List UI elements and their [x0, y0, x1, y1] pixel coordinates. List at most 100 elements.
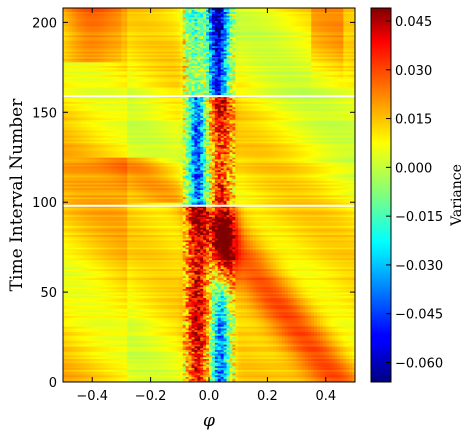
heatmap-cell	[346, 306, 350, 309]
heatmap-cell	[343, 311, 347, 315]
heatmap-cell	[211, 310, 216, 313]
heatmap-cell	[109, 326, 114, 329]
heatmap-cell	[252, 311, 257, 315]
heatmap-cell	[279, 342, 283, 345]
heatmap-cell	[282, 340, 286, 343]
heatmap-cell	[244, 356, 248, 360]
heatmap-cell	[185, 369, 189, 372]
heatmap-cell	[162, 331, 166, 334]
heatmap-cell	[74, 373, 78, 376]
heatmap-cell	[261, 344, 265, 347]
heatmap-cell	[232, 371, 236, 374]
heatmap-cell	[238, 374, 242, 378]
heatmap-cell	[141, 329, 146, 333]
heatmap-cell	[109, 319, 114, 322]
heatmap-cell	[238, 373, 242, 376]
heatmap-cell	[311, 311, 315, 315]
heatmap-cell	[168, 326, 172, 329]
heatmap-cell	[255, 331, 260, 334]
heatmap-cell	[173, 351, 178, 354]
heatmap-cell	[296, 313, 300, 316]
heatmap-cell	[100, 310, 105, 313]
heatmap-cell	[270, 344, 274, 347]
heatmap-cell	[203, 306, 207, 309]
heatmap-cell	[124, 317, 128, 320]
heatmap-cell	[194, 358, 198, 361]
heatmap-cell	[65, 329, 70, 333]
heatmap-cells	[63, 8, 355, 382]
heatmap-cell	[65, 320, 70, 324]
heatmap-cell	[261, 333, 265, 336]
heatmap-cell	[270, 324, 274, 327]
heatmap-cell	[89, 335, 93, 338]
heatmap-cell	[229, 322, 233, 325]
heatmap-cell	[352, 360, 355, 363]
heatmap-cell	[95, 353, 99, 356]
heatmap-cell	[334, 349, 338, 352]
heatmap-cell	[229, 380, 233, 382]
heatmap-cell	[299, 353, 303, 356]
heatmap-cell	[98, 319, 102, 322]
heatmap-cell	[246, 329, 251, 333]
heatmap-cell	[95, 378, 99, 381]
heatmap-cell	[168, 374, 172, 378]
heatmap-cell	[349, 337, 353, 340]
heatmap-cell	[74, 326, 78, 329]
heatmap-cell	[63, 329, 67, 333]
heatmap-cell	[232, 331, 236, 334]
heatmap-cell	[314, 320, 318, 324]
heatmap-cell	[173, 304, 178, 307]
heatmap-cell	[211, 373, 216, 376]
heatmap-cell	[74, 329, 78, 333]
heatmap-cell	[147, 344, 151, 347]
heatmap-cell	[118, 356, 122, 360]
heatmap-cell	[77, 373, 81, 376]
heatmap-cell	[214, 331, 219, 334]
heatmap-cell	[314, 378, 318, 381]
heatmap-cell	[171, 335, 175, 338]
heatmap-cell	[328, 311, 333, 315]
heatmap-cell	[270, 374, 274, 378]
heatmap-cell	[185, 306, 189, 309]
heatmap-cell	[246, 342, 251, 345]
heatmap-cell	[179, 320, 184, 324]
heatmap-cell	[276, 378, 280, 381]
heatmap-cell	[159, 310, 163, 313]
heatmap-cell	[176, 360, 181, 363]
heatmap-cell	[136, 337, 140, 340]
heatmap-cell	[284, 337, 289, 340]
heatmap-cell	[340, 362, 344, 365]
heatmap-cell	[124, 362, 128, 365]
heatmap-cell	[293, 362, 297, 365]
heatmap-cell	[98, 304, 102, 307]
heatmap-cell	[118, 335, 122, 338]
heatmap-cell	[220, 319, 224, 322]
heatmap-cell	[241, 319, 245, 322]
heatmap-cell	[98, 351, 102, 354]
heatmap-cell	[150, 351, 154, 354]
heatmap-cell	[258, 358, 262, 361]
heatmap-cell	[136, 331, 140, 334]
heatmap-cell	[159, 315, 163, 318]
heatmap-cell	[80, 306, 84, 309]
heatmap-cell	[241, 322, 245, 325]
heatmap-cell	[141, 306, 146, 309]
heatmap-cell	[168, 320, 172, 324]
heatmap-cell	[65, 351, 70, 354]
heatmap-cell	[206, 362, 210, 365]
heatmap-cell	[86, 337, 90, 340]
heatmap-cell	[112, 358, 116, 361]
heatmap-cell	[118, 374, 122, 378]
heatmap-cell	[98, 306, 102, 309]
heatmap-cell	[276, 340, 280, 343]
heatmap-cell	[276, 326, 280, 329]
heatmap-cell	[71, 378, 76, 381]
heatmap-cell	[270, 340, 274, 343]
heatmap-cell	[287, 355, 292, 358]
heatmap-cell	[223, 349, 227, 352]
heatmap-cell	[241, 358, 245, 361]
heatmap-cell	[282, 351, 286, 354]
heatmap-cell	[124, 306, 128, 309]
heatmap-cell	[63, 317, 67, 320]
heatmap-cell	[235, 355, 239, 358]
